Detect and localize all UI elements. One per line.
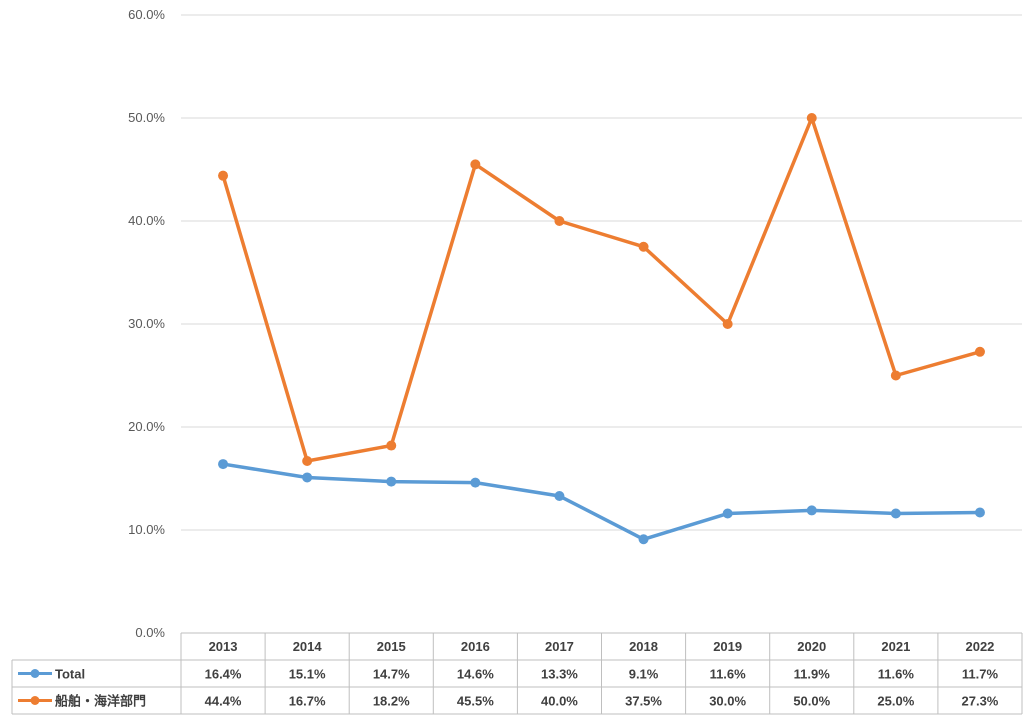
legend-marker — [30, 669, 40, 678]
data-point — [554, 216, 565, 226]
data-point — [470, 159, 481, 170]
data-point — [386, 476, 397, 487]
x-category-label: 2014 — [293, 639, 323, 654]
data-table-cell: 40.0% — [541, 694, 578, 709]
y-tick-label: 0.0% — [135, 625, 165, 640]
y-tick-label: 50.0% — [128, 110, 165, 125]
data-table-cell: 11.6% — [878, 667, 915, 682]
x-category-label: 2013 — [209, 639, 238, 654]
data-table-cell: 13.3% — [541, 667, 578, 682]
data-point — [386, 440, 397, 451]
y-tick-label: 30.0% — [128, 316, 165, 331]
y-tick-label: 10.0% — [128, 522, 165, 537]
data-table-cell: 11.7% — [962, 667, 999, 682]
series-lines — [218, 113, 985, 545]
data-table-cell: 27.3% — [962, 694, 999, 709]
series-line — [221, 462, 982, 542]
data-table-cell: 30.0% — [709, 694, 746, 709]
data-point — [806, 505, 817, 516]
x-category-label: 2016 — [461, 639, 490, 654]
y-tick-label: 20.0% — [128, 419, 165, 434]
y-axis-tick-labels: 0.0% 10.0% 20.0% 30.0% 40.0% 50.0% 60.0% — [128, 7, 165, 640]
legend-label: Total — [55, 667, 85, 682]
data-point — [470, 477, 481, 488]
data-point — [638, 534, 649, 545]
x-category-label: 2017 — [545, 639, 574, 654]
data-table-cell: 11.9% — [794, 667, 831, 682]
x-category-label: 2021 — [881, 639, 910, 654]
data-table-cell: 45.5% — [457, 694, 494, 709]
series-line — [221, 116, 982, 463]
x-category-label: 2018 — [629, 639, 658, 654]
y-tick-label: 60.0% — [128, 7, 165, 22]
data-table-cell: 50.0% — [793, 694, 830, 709]
gridlines — [181, 14, 1022, 531]
x-category-label: 2020 — [797, 639, 826, 654]
data-table-cell: 14.6% — [457, 667, 494, 682]
y-tick-label: 40.0% — [128, 213, 165, 228]
legend-marker — [30, 696, 40, 705]
data-table-cell: 16.4% — [205, 667, 242, 682]
x-category-label: 2022 — [965, 639, 994, 654]
data-point — [722, 508, 733, 519]
data-table-cell: 18.2% — [373, 694, 410, 709]
data-point — [302, 472, 313, 483]
legend-label: 船舶・海洋部門 — [55, 694, 146, 709]
data-table-cell: 37.5% — [625, 694, 662, 709]
data-table-cell: 15.1% — [289, 667, 326, 682]
data-point — [890, 508, 901, 519]
data-point — [890, 370, 901, 381]
data-point — [974, 346, 985, 357]
data-point — [218, 170, 229, 181]
data-point — [218, 459, 229, 470]
data-table-cell: 11.6% — [710, 667, 747, 682]
data-table-cell: 9.1% — [629, 667, 659, 682]
data-table-cell: 14.7% — [373, 667, 410, 682]
data-point — [302, 455, 313, 466]
data-table-cell: 25.0% — [877, 694, 914, 709]
data-point — [554, 491, 565, 502]
data-table: 2013 2014 2015 2016 2017 2018 2019 2020 2021 2022… — [11, 632, 1023, 715]
data-point — [722, 319, 733, 329]
x-category-label: 2019 — [713, 639, 742, 654]
data-table-cell: 44.4% — [205, 694, 242, 709]
data-point — [638, 241, 649, 252]
x-category-label: 2015 — [377, 639, 406, 654]
data-table-cell: 16.7% — [289, 694, 326, 709]
data-point — [974, 507, 985, 518]
data-point — [806, 113, 817, 123]
